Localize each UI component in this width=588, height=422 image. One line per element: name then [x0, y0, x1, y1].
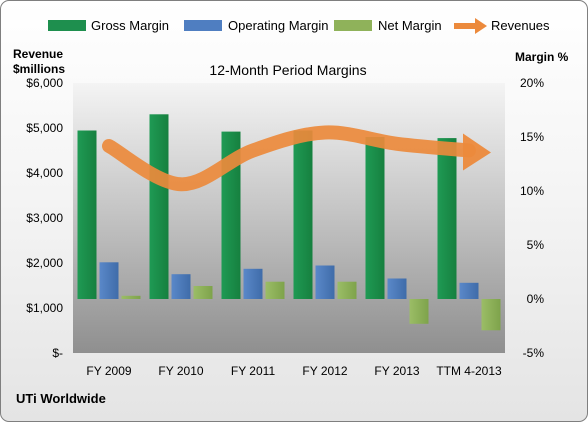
legend-label-revenues: Revenues: [491, 18, 550, 33]
x-axis-label: FY 2012: [302, 364, 347, 378]
y-left-ticks: $6,000 $5,000 $4,000 $3,000 $2,000 $1,00…: [26, 76, 63, 360]
y-right-label: Margin %: [515, 50, 569, 64]
net-margin-bar: [409, 299, 429, 324]
y-right-tick: 15%: [520, 130, 544, 144]
legend-item-net-margin: Net Margin: [334, 18, 442, 33]
y-left-tick: $6,000: [26, 76, 63, 90]
net-margin-bar: [265, 281, 285, 299]
gross-margin-bar: [365, 137, 385, 299]
net-margin-bar: [337, 281, 357, 299]
gross-margin-bar: [149, 114, 169, 299]
legend-item-operating-margin: Operating Margin: [184, 18, 328, 33]
operating-margin-bar: [243, 268, 263, 299]
x-axis-label: TTM 4-2013: [436, 364, 502, 378]
y-right-tick: 10%: [520, 184, 544, 198]
y-right-tick: 5%: [527, 238, 545, 252]
bars-group: [77, 114, 501, 331]
y-right-tick: -5%: [523, 346, 545, 360]
net-margin-bar: [121, 295, 141, 299]
y-left-tick: $5,000: [26, 121, 63, 135]
x-axis-label: FY 2009: [86, 364, 131, 378]
net-margin-bar: [193, 286, 213, 299]
legend-label-net-margin: Net Margin: [378, 18, 442, 33]
chart-title: 12-Month Period Margins: [209, 62, 366, 78]
x-axis-label: FY 2010: [158, 364, 203, 378]
y-left-tick: $1,000: [26, 301, 63, 315]
revenues-line-group: [102, 125, 491, 192]
y-left-label-line2: $millions: [13, 62, 65, 76]
y-left-tick: $4,000: [26, 166, 63, 180]
legend-item-revenues: Revenues: [454, 18, 550, 34]
y-right-tick: 0%: [527, 292, 545, 306]
operating-margin-bar: [99, 262, 119, 299]
y-right-tick: 20%: [520, 76, 544, 90]
gross-margin-bar: [437, 138, 457, 299]
gross-margin-bar: [221, 131, 241, 299]
x-axis-label: FY 2011: [231, 364, 276, 378]
operating-margin-bar: [171, 274, 191, 299]
y-right-ticks: 20% 15% 10% 5% 0% -5%: [520, 76, 544, 360]
operating-margin-bar: [459, 282, 479, 299]
legend-label-gross-margin: Gross Margin: [91, 18, 169, 33]
legend-item-gross-margin: Gross Margin: [48, 18, 169, 33]
operating-margin-bar: [387, 278, 407, 299]
gross-margin-bar: [77, 130, 97, 299]
legend-label-operating-margin: Operating Margin: [228, 18, 328, 33]
company-name: UTi Worldwide: [16, 391, 106, 406]
x-axis-label: FY 2013: [374, 364, 419, 378]
revenues-arrowhead: [463, 133, 491, 171]
plot-area: [73, 83, 505, 353]
revenues-line: [102, 125, 476, 192]
x-axis-labels: FY 2009 FY 2010 FY 2011 FY 2012 FY 2013 TTM 4…: [86, 364, 502, 378]
gross-margin-bar: [293, 130, 313, 299]
y-left-label-line1: Revenue: [13, 47, 63, 61]
net-margin-bar: [481, 299, 501, 331]
operating-margin-bar: [315, 265, 335, 299]
y-left-tick: $2,000: [26, 256, 63, 270]
legend: Gross Margin Operating Margin Net Margin…: [48, 18, 550, 34]
y-left-tick: $-: [52, 346, 63, 360]
y-left-tick: $3,000: [26, 211, 63, 225]
